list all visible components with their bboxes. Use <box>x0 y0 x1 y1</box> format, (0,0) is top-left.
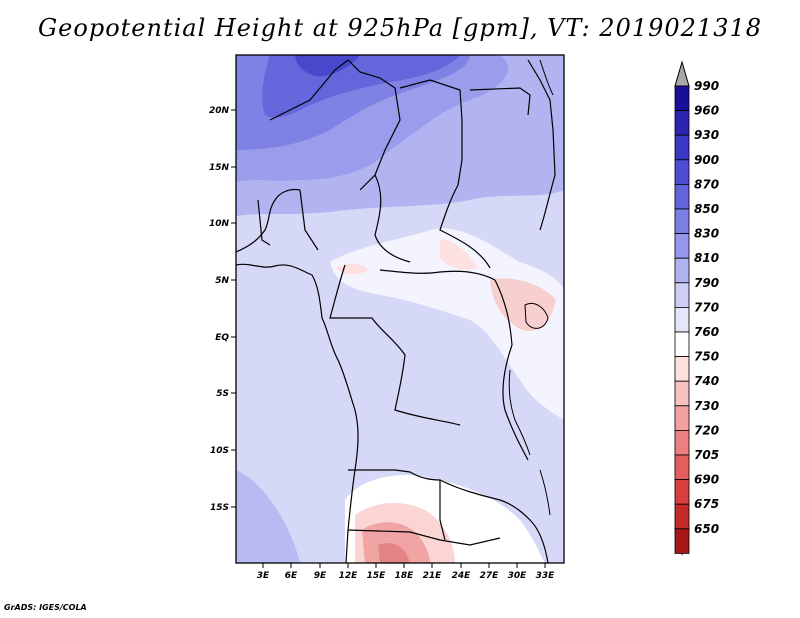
colorbar-label: 730 <box>694 399 719 413</box>
lat-label: 15N <box>209 163 230 173</box>
field-pink-north <box>440 239 478 270</box>
colorbar-segment <box>674 479 690 505</box>
border-angola <box>348 469 446 541</box>
lon-label: 27E <box>480 571 500 581</box>
colorbar-segment <box>674 208 690 235</box>
lon-axis <box>262 563 546 568</box>
field-pink-lakes <box>490 278 556 331</box>
colorbar-label: 750 <box>694 350 719 364</box>
lake-tanganyika <box>508 369 531 456</box>
colorbar-label: 760 <box>694 325 719 339</box>
colorbar-segment <box>674 306 690 333</box>
colorbar-label: 810 <box>694 251 719 265</box>
border-horn <box>469 87 531 116</box>
border-sahara-1 <box>269 59 401 191</box>
colorbar-label: 960 <box>694 104 719 118</box>
lat-label: EQ <box>215 333 229 343</box>
border-chad <box>374 174 411 263</box>
boundaries <box>236 55 564 563</box>
colorbar-label: 870 <box>694 177 719 191</box>
colorbar-label: 650 <box>694 522 719 536</box>
field-south-dark <box>378 543 410 563</box>
lon-label: 30E <box>508 571 528 581</box>
colorbar-segment <box>674 380 690 407</box>
colorbar-label: 770 <box>694 300 719 314</box>
border-cameroon <box>329 264 372 319</box>
colorbar-segment <box>674 282 690 308</box>
colorbar-segment <box>674 405 690 431</box>
lon-label: 12E <box>339 571 359 581</box>
lake-malawi <box>539 469 551 516</box>
border-drc-east <box>494 279 529 461</box>
colorbar-segment <box>674 183 690 210</box>
lat-label: 20N <box>209 106 230 116</box>
colorbar-label: 790 <box>694 276 719 290</box>
colorbar-segment <box>674 110 690 136</box>
colorbar-segment <box>674 454 690 481</box>
coast-east-red-sea <box>539 59 554 96</box>
colorbar-segment <box>674 134 690 161</box>
border-namibia <box>347 529 501 546</box>
lat-label: 15S <box>210 503 229 513</box>
map-frame <box>235 54 565 564</box>
lake-victoria <box>524 303 549 329</box>
colorbar-label: 930 <box>694 128 719 142</box>
lon-label: 33E <box>536 571 556 581</box>
colorbar-segment <box>674 257 690 284</box>
lon-label: 3E <box>257 571 270 581</box>
colorbar-label: 705 <box>694 448 719 462</box>
border-mozambique <box>529 519 549 563</box>
colorbar-label: 900 <box>694 153 719 167</box>
lat-axis <box>231 109 236 508</box>
height-field <box>236 55 564 563</box>
colorbar-segment <box>674 429 690 456</box>
lat-label: 10S <box>210 446 229 456</box>
grads-credit: GrADS: IGES/COLA <box>4 603 87 612</box>
coast-gulf-guinea <box>236 188 301 253</box>
colorbar-label: 990 <box>694 79 719 93</box>
colorbar-label: 850 <box>694 202 719 216</box>
colorbar-segment <box>674 233 690 259</box>
border-small-2 <box>299 189 319 251</box>
border-east <box>527 59 556 231</box>
lat-label: 5S <box>216 389 229 399</box>
colorbar-segment <box>674 356 690 382</box>
lon-label: 15E <box>367 571 387 581</box>
colorbar-segment <box>674 331 690 358</box>
colorbar-segment <box>674 528 690 554</box>
border-sahara-2 <box>399 79 463 186</box>
colorbar-top-arrow <box>674 60 690 87</box>
border-sudan <box>439 184 491 269</box>
colorbar-label: 720 <box>694 423 719 437</box>
lat-label: 10N <box>209 219 230 229</box>
lon-label: 9E <box>314 571 327 581</box>
border-small-1 <box>257 199 271 246</box>
colorbar-segment <box>674 159 690 185</box>
colorbar-label: 830 <box>694 227 719 241</box>
lon-label: 18E <box>395 571 415 581</box>
lon-label: 24E <box>452 571 472 581</box>
lon-label: 6E <box>285 571 298 581</box>
colorbar-segment <box>674 503 690 530</box>
lon-label: 21E <box>423 571 443 581</box>
field-southwest-blue <box>236 470 300 563</box>
border-zambia <box>439 479 531 521</box>
border-car <box>379 269 496 281</box>
colorbar: 990 960 930 900 870 850 830 810 790 770 760 750 740 7… <box>674 60 719 556</box>
map-title: Geopotential Height at 925hPa [gpm], VT:… <box>38 14 762 42</box>
colorbar-label: 675 <box>694 497 719 511</box>
colorbar-segment <box>674 85 690 112</box>
border-congo <box>371 317 461 426</box>
colorbar-label: 740 <box>694 374 719 388</box>
colorbar-label: 690 <box>694 473 719 487</box>
field-north-darkest <box>295 55 360 77</box>
field-central-white <box>330 228 564 420</box>
lat-label: 5N <box>215 276 229 286</box>
